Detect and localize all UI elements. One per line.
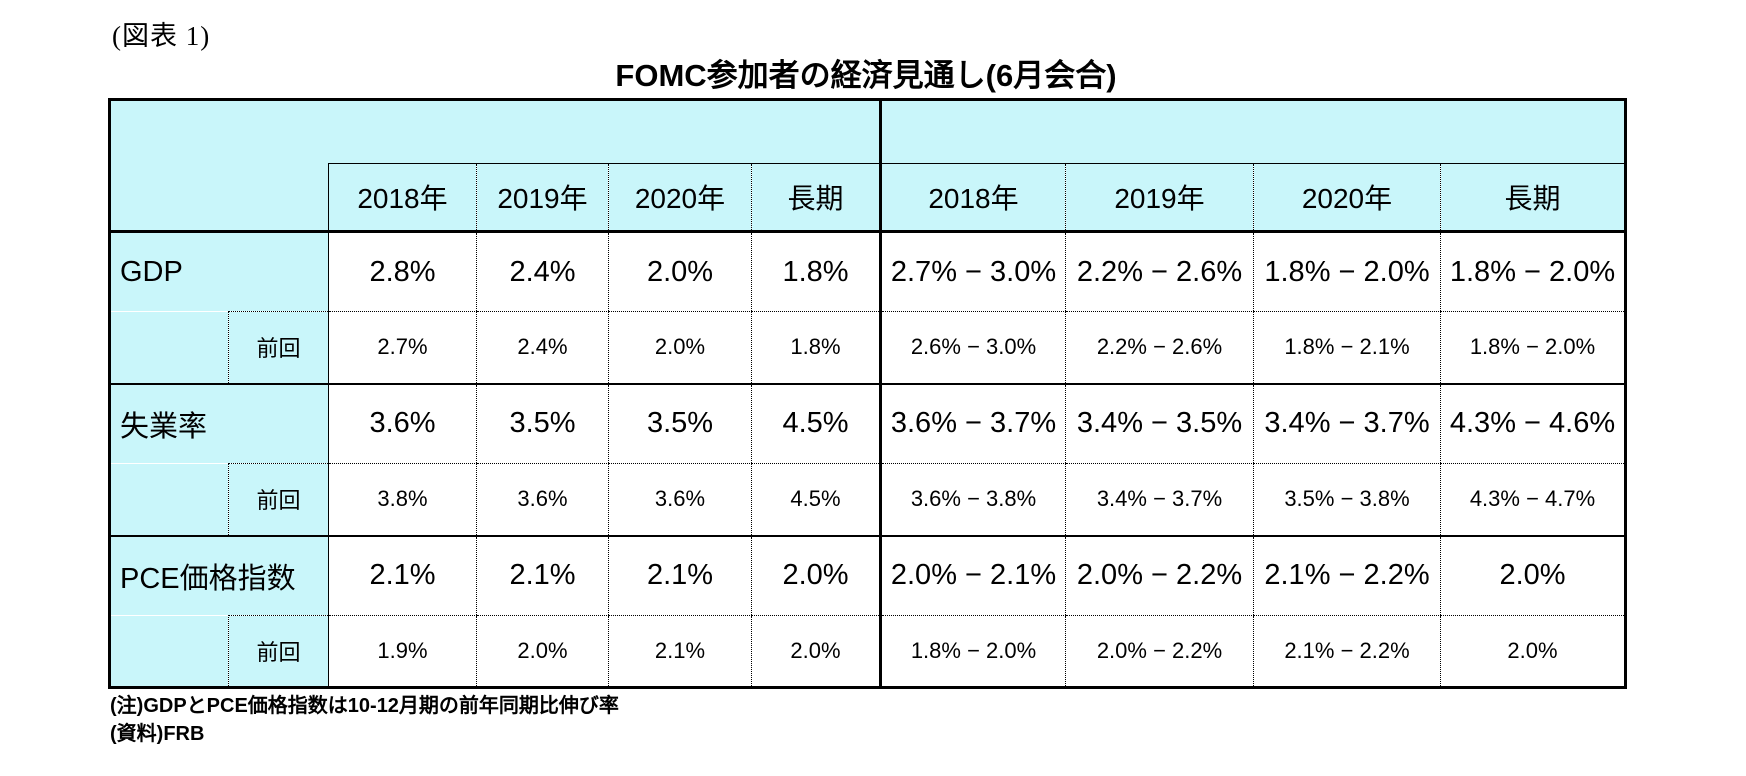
table-cell: 2.7% − 3.0% — [879, 231, 1066, 312]
unemployment-label: 失業率 — [109, 383, 329, 464]
table-cell: 2.2% − 2.6% — [1065, 311, 1254, 385]
table-cell: 2.1% — [476, 535, 609, 616]
table-cell: 2.0% — [608, 231, 752, 312]
label-column-header — [109, 163, 329, 233]
table-cell: 2.0% — [1440, 615, 1626, 688]
table-cell: 2.0% — [1440, 535, 1626, 616]
pce-previous-row: 前回 1.9% 2.0% 2.1% 2.0% 1.8% − 2.0% 2.0% … — [109, 615, 1626, 688]
table-cell: 4.3% − 4.6% — [1440, 383, 1626, 464]
table-cell: 4.5% — [751, 463, 881, 537]
previous-label: 前回 — [228, 463, 329, 537]
median-year-header: 2019年 — [476, 163, 609, 233]
label-spacer-cell — [109, 463, 229, 537]
table-cell: 3.6% − 3.8% — [879, 463, 1066, 537]
table-cell: 1.9% — [328, 615, 477, 688]
table-cell: 1.8% − 2.0% — [1440, 311, 1626, 385]
fomc-forecast-table: 2018年 2019年 2020年 長期 2018年 2019年 2020年 長… — [108, 98, 1627, 689]
table-cell: 3.8% — [328, 463, 477, 537]
median-year-header: 2018年 — [328, 163, 477, 233]
range-year-header: 2018年 — [879, 163, 1066, 233]
table-cell: 2.0% − 2.2% — [1065, 615, 1254, 688]
table-cell: 4.5% — [751, 383, 881, 464]
table-cell: 1.8% − 2.1% — [1253, 311, 1441, 385]
range-year-header: 長期 — [1440, 163, 1626, 233]
table-cell: 3.6% — [608, 463, 752, 537]
table-cell: 3.4% − 3.7% — [1065, 463, 1254, 537]
table-cell: 2.1% − 2.2% — [1253, 615, 1441, 688]
corner-header-cell — [109, 99, 329, 164]
table-cell: 2.6% − 3.0% — [879, 311, 1066, 385]
page-title: FOMC参加者の経済見通し(6月会合) — [615, 58, 1117, 93]
year-header-row: 2018年 2019年 2020年 長期 2018年 2019年 2020年 長… — [109, 163, 1626, 233]
header-band-row — [109, 99, 1626, 164]
median-year-header: 長期 — [751, 163, 881, 233]
range-year-header: 2020年 — [1253, 163, 1441, 233]
label-spacer-cell — [109, 311, 229, 385]
table-cell: 3.5% — [608, 383, 752, 464]
table-cell: 3.5% — [476, 383, 609, 464]
table-cell: 1.8% — [751, 311, 881, 385]
table-cell: 2.1% — [608, 535, 752, 616]
footnote-source-note: (注)GDPとPCE価格指数は10-12月期の前年同期比伸び率 — [110, 695, 619, 717]
previous-label: 前回 — [228, 311, 329, 385]
footnote-frb: (資料)FRB — [110, 723, 205, 745]
figure-label: (図表 1) — [112, 21, 211, 51]
previous-label: 前回 — [228, 615, 329, 688]
table-cell: 2.8% — [328, 231, 477, 312]
table-cell: 2.4% — [476, 311, 609, 385]
table-cell: 1.8% − 2.0% — [1253, 231, 1441, 312]
table-cell: 2.1% − 2.2% — [1253, 535, 1441, 616]
gdp-previous-row: 前回 2.7% 2.4% 2.0% 1.8% 2.6% − 3.0% 2.2% … — [109, 311, 1626, 385]
table-cell: 2.4% — [476, 231, 609, 312]
unemployment-previous-row: 前回 3.8% 3.6% 3.6% 4.5% 3.6% − 3.8% 3.4% … — [109, 463, 1626, 537]
table-cell: 2.0% − 2.2% — [1065, 535, 1254, 616]
unemployment-row: 失業率 3.6% 3.5% 3.5% 4.5% 3.6% − 3.7% 3.4%… — [109, 383, 1626, 464]
table-cell: 3.6% — [328, 383, 477, 464]
table-cell: 1.8% − 2.0% — [879, 615, 1066, 688]
table-cell: 1.8% − 2.0% — [1440, 231, 1626, 312]
table-cell: 4.3% − 4.7% — [1440, 463, 1626, 537]
table-cell: 3.4% − 3.5% — [1065, 383, 1254, 464]
label-spacer-cell — [109, 615, 229, 688]
table-cell: 2.0% — [476, 615, 609, 688]
gdp-row: GDP 2.8% 2.4% 2.0% 1.8% 2.7% − 3.0% 2.2%… — [109, 231, 1626, 312]
table-cell: 2.0% − 2.1% — [879, 535, 1066, 616]
pce-label: PCE価格指数 — [109, 535, 329, 616]
table-cell: 3.6% − 3.7% — [879, 383, 1066, 464]
table-cell: 1.8% — [751, 231, 881, 312]
table-cell: 2.7% — [328, 311, 477, 385]
range-year-header: 2019年 — [1065, 163, 1254, 233]
pce-row: PCE価格指数 2.1% 2.1% 2.1% 2.0% 2.0% − 2.1% … — [109, 535, 1626, 616]
table-cell: 3.4% − 3.7% — [1253, 383, 1441, 464]
table-cell: 2.0% — [608, 311, 752, 385]
range-section-header — [879, 99, 1626, 164]
footnotes: (注)GDPとPCE価格指数は10-12月期の前年同期比伸び率 (資料)FRB — [110, 692, 619, 748]
median-year-header: 2020年 — [608, 163, 752, 233]
table-cell: 2.1% — [608, 615, 752, 688]
table-cell: 2.0% — [751, 615, 881, 688]
table-cell: 2.0% — [751, 535, 881, 616]
gdp-label: GDP — [109, 231, 329, 312]
table-cell: 2.2% − 2.6% — [1065, 231, 1254, 312]
median-section-header — [328, 99, 881, 164]
table-cell: 3.5% − 3.8% — [1253, 463, 1441, 537]
table-cell: 3.6% — [476, 463, 609, 537]
table-cell: 2.1% — [328, 535, 477, 616]
